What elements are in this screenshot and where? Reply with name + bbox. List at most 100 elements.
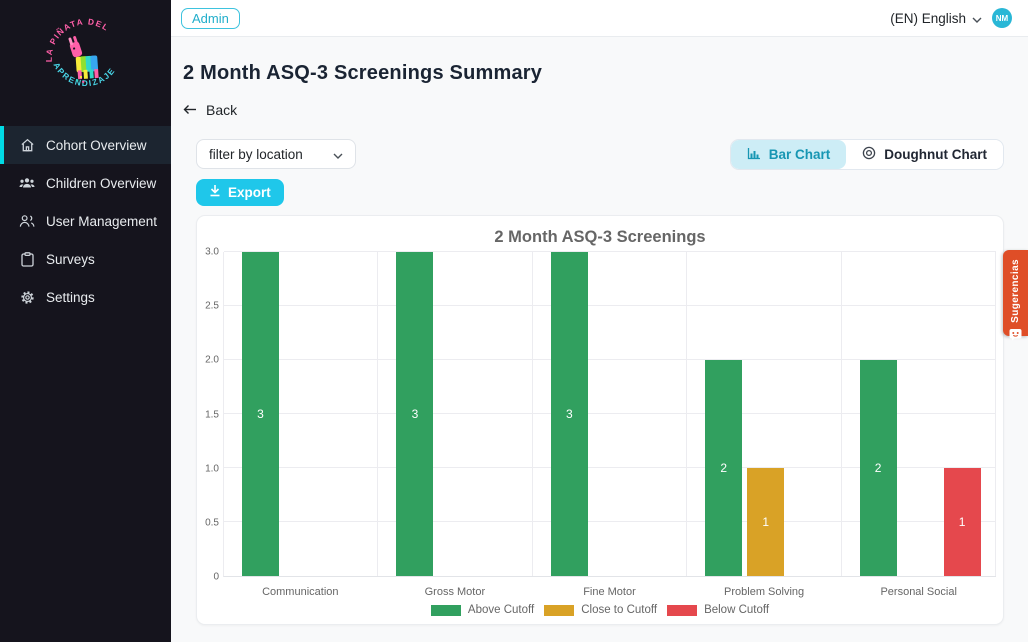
export-button[interactable]: Export [196,179,284,206]
sidebar-item-label: Surveys [46,251,95,267]
bar-value-label: 3 [257,407,264,421]
doughnut-chart-toggle-label: Doughnut Chart [884,147,987,162]
bar-chart-toggle-button[interactable]: Bar Chart [730,140,847,169]
sidebar-item-label: Cohort Overview [46,137,147,153]
users-icon [19,213,35,229]
gridline [224,359,996,360]
chart-view-toggle: Bar Chart Doughnut Chart [729,139,1004,170]
legend-item-below-cutoff[interactable]: Below Cutoff [667,604,769,616]
sidebar: LA PIÑATA DEL APRENDIZAJE [0,0,171,642]
pinata-logo-image: LA PIÑATA DEL APRENDIZAJE [43,16,115,88]
sugerencias-feedback-tab[interactable]: Sugerencias [1003,250,1028,341]
main-area: Admin (EN) English NM 2 Month ASQ-3 Scre… [171,0,1028,642]
page-title: 2 Month ASQ-3 Screenings Summary [183,62,543,84]
home-icon [19,137,35,153]
bar-close-to-cutoff[interactable]: 1 [747,468,785,576]
y-axis: 0 0.5 1.0 1.5 2.0 2.5 3.0 [199,247,219,583]
legend-swatch-below-cutoff [667,604,698,616]
doughnut-chart-icon [862,146,876,163]
y-axis-tick: 1.0 [205,463,219,475]
bar-value-label: 3 [565,407,573,421]
topbar: Admin (EN) English NM [171,0,1028,37]
bar-chart-toggle-label: Bar Chart [768,147,831,162]
filter-select-value: filter by location [209,146,303,162]
sidebar-item-label: Children Overview [46,175,157,191]
sidebar-item-label: User Management [46,213,158,229]
bar-value-label: 2 [874,461,882,475]
sidebar-item-user-management[interactable]: User Management [0,202,171,240]
chevron-down-icon [972,11,982,26]
x-axis-label: Fine Motor [583,586,636,598]
legend-swatch-close-to-cutoff [544,604,575,616]
bar-above-cutoff[interactable]: 3 [242,252,279,576]
children-icon [19,175,35,191]
chart-title: 2 Month ASQ-3 Screenings [494,228,706,246]
bar-value-label: 3 [411,407,419,421]
y-axis-tick: 0.5 [205,517,219,529]
arrow-left-icon [183,102,197,118]
bar-chart-icon [747,147,761,163]
bar-above-cutoff[interactable]: 2 [859,360,897,576]
legend-item-close-to-cutoff[interactable]: Close to Cutoff [544,604,657,616]
y-axis-tick: 1.5 [205,409,219,420]
chart-column: 3 [224,252,379,576]
filter-by-location-select[interactable]: filter by location [196,139,356,169]
y-axis-tick: 2.0 [205,354,219,366]
download-icon [209,184,221,200]
bar-above-cutoff[interactable]: 2 [705,360,743,576]
chat-bubble-icon [1009,328,1022,346]
gridline [224,413,996,414]
legend-swatch-above-cutoff [430,604,461,616]
sidebar-item-children-overview[interactable]: Children Overview [0,164,171,202]
bar-value-label: 2 [720,461,728,475]
chevron-down-icon [333,147,343,162]
doughnut-chart-toggle-button[interactable]: Doughnut Chart [846,140,1003,169]
sidebar-nav: Cohort Overview Children Overview User M… [0,126,171,316]
back-label: Back [206,102,238,118]
survey-icon [19,251,35,267]
back-button[interactable]: Back [183,102,237,118]
chart-card: 2 Month ASQ-3 Screenings 0 0.5 1.0 1.5 2.0 2.… [196,215,1004,625]
x-axis-label: Communication [262,586,339,598]
gridline [224,467,996,468]
chart-legend: Above Cutoff Close to Cutoff Below Cutof… [197,604,1003,616]
legend-label: Close to Cutoff [581,604,658,616]
chart-column: 3 [533,252,688,576]
y-axis-tick: 3.0 [205,246,219,258]
y-axis-tick: 2.5 [205,300,219,312]
feedback-tab-label: Sugerencias [1010,259,1021,323]
bar-value-label: 1 [762,515,770,529]
x-axis-label: Personal Social [880,586,957,598]
y-axis-tick: 0 [213,571,219,583]
chart-column: 3 [378,252,533,576]
language-label: (EN) English [890,10,966,26]
legend-label: Above Cutoff [467,604,535,616]
x-axis-label: Gross Motor [424,586,486,598]
gridline [224,305,996,306]
language-selector[interactable]: (EN) English [890,11,982,26]
sidebar-item-label: Settings [46,289,95,305]
legend-item-above-cutoff[interactable]: Above Cutoff [430,604,535,616]
sidebar-item-surveys[interactable]: Surveys [0,240,171,278]
x-axis-labels: Communication Gross Motor Fine Motor Proble… [223,586,996,598]
avatar[interactable]: NM [992,8,1012,28]
legend-label: Below Cutoff [704,604,770,616]
sidebar-item-cohort-overview[interactable]: Cohort Overview [0,126,171,164]
sidebar-item-settings[interactable]: Settings [0,278,171,316]
admin-role-badge: Admin [181,7,240,29]
bar-below-cutoff[interactable]: 1 [943,468,981,576]
logo: LA PIÑATA DEL APRENDIZAJE [0,0,171,126]
gear-icon [19,289,35,305]
bar-above-cutoff[interactable]: 3 [396,252,434,576]
gridline [224,251,996,252]
bar-above-cutoff[interactable]: 3 [550,252,588,576]
export-button-label: Export [228,184,271,200]
x-axis-label: Problem Solving [724,586,805,598]
gridline [224,521,996,522]
pinata-donkey-graphic [68,36,99,84]
bar-value-label: 1 [958,515,966,529]
